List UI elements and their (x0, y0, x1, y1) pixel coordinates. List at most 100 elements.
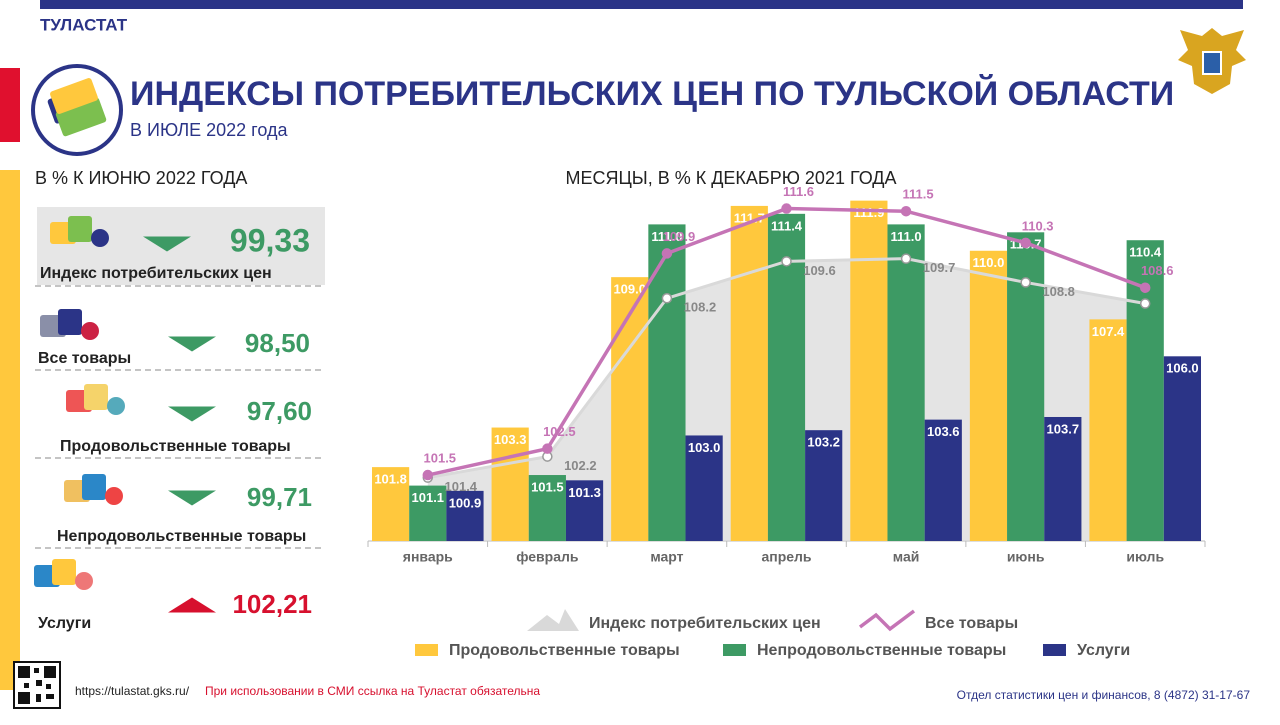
bar-value-label: 101.1 (412, 490, 445, 505)
qr-code (13, 661, 61, 709)
point-value-label: 109.7 (923, 260, 956, 275)
bar-value-label: 101.5 (531, 479, 564, 494)
bar (611, 277, 649, 541)
item-icon (58, 309, 82, 335)
legend-label: Непродовольственные товары (757, 642, 1006, 659)
bar (969, 250, 1008, 541)
chart-title: МЕСЯЦЫ, В % К ДЕКАБРЮ 2021 ГОДА (565, 168, 896, 188)
bar (805, 430, 843, 541)
point (422, 469, 434, 481)
bar-value-label: 109.0 (613, 282, 646, 297)
item-icon (107, 397, 125, 415)
item-value: 102,21 (232, 589, 312, 619)
point (900, 205, 912, 217)
item-label: Услуги (38, 615, 91, 632)
item-value: 99,33 (230, 222, 310, 258)
item-label: Все товары (38, 350, 131, 367)
bar (446, 490, 484, 541)
point (1139, 298, 1151, 309)
main-title: ИНДЕКСЫ ПОТРЕБИТЕЛЬСКИХ ЦЕН ПО ТУЛЬСКОЙ … (130, 74, 1174, 113)
point-value-label: 108.8 (1042, 284, 1075, 299)
bar (528, 475, 566, 541)
footer-notice: При использовании в СМИ ссылка на Туласт… (205, 684, 540, 698)
point-value-label: 108.2 (684, 300, 717, 315)
bar-value-label: 111.4 (771, 218, 803, 233)
subtitle: В ИЮЛЕ 2022 года (130, 120, 288, 140)
point-value-label: 102.2 (564, 458, 597, 473)
item-icon (75, 572, 93, 590)
point-value-label: 108.6 (1141, 263, 1174, 278)
x-tick-label: июль (1126, 549, 1164, 565)
point-value-label: 110.3 (1022, 218, 1054, 233)
top-bar (40, 0, 1243, 9)
item-value: 99,71 (247, 482, 312, 512)
item-icon (68, 216, 92, 242)
point-value-label: 102.5 (543, 424, 576, 439)
bar (565, 480, 604, 541)
bar (887, 224, 925, 541)
direction-arrow (168, 490, 216, 506)
bar (1089, 319, 1127, 541)
bar-value-label: 111.0 (891, 229, 922, 244)
point (781, 203, 792, 214)
footer-contact: Отдел статистики цен и финансов, 8 (4872… (957, 688, 1251, 702)
legend-label: Продовольственные товары (449, 642, 680, 659)
x-tick-label: март (650, 549, 683, 565)
point (900, 253, 912, 264)
legend-label: Все товары (925, 615, 1018, 632)
bar-value-label: 103.2 (807, 435, 840, 450)
legend-swatch (527, 609, 579, 631)
bar-value-label: 107.4 (1092, 324, 1125, 339)
bar (372, 467, 410, 541)
legend-swatch (723, 644, 746, 656)
item-label: Индекс потребительских цен (40, 265, 272, 282)
point (1139, 282, 1151, 293)
item-icon (105, 487, 123, 505)
item-value: 98,50 (245, 328, 310, 358)
yellow-accent (0, 170, 20, 690)
bar-value-label: 111.9 (853, 205, 884, 220)
point (661, 248, 673, 259)
legend-label: Услуги (1077, 642, 1130, 659)
bar (491, 427, 529, 541)
title-icon (31, 64, 123, 156)
x-tick-label: май (893, 549, 920, 565)
item-icon (82, 474, 106, 500)
bar-value-label: 101.8 (374, 472, 407, 487)
emblem (1178, 28, 1246, 94)
x-tick-label: апрель (761, 549, 811, 565)
direction-arrow (143, 236, 191, 252)
bar (850, 200, 888, 541)
item-icon (84, 384, 108, 410)
bar-value-label: 106.0 (1166, 361, 1199, 376)
item-icon (91, 229, 109, 247)
bar-value-label: 103.6 (927, 424, 960, 439)
bar-value-label: 101.3 (568, 485, 601, 500)
point (542, 443, 553, 454)
legend-swatch (1043, 644, 1066, 656)
point (1020, 277, 1031, 288)
point (781, 256, 792, 267)
bar (409, 485, 447, 541)
point-value-label: 111.5 (903, 187, 934, 202)
bar (648, 224, 686, 541)
item-label: Продовольственные товары (60, 438, 291, 455)
direction-arrow (168, 406, 216, 422)
x-tick-label: июнь (1007, 549, 1045, 565)
bar-value-label: 100.9 (449, 495, 482, 510)
red-accent (0, 68, 20, 142)
bar-value-label: 110.4 (1129, 245, 1162, 260)
item-icon (52, 559, 76, 585)
org-name: ТУЛАСТАТ (40, 15, 128, 34)
legend-swatch (415, 644, 438, 656)
bar (924, 419, 962, 541)
legend-label: Индекс потребительских цен (589, 615, 821, 632)
point (1020, 237, 1031, 249)
bar-value-label: 103.7 (1047, 421, 1080, 436)
bar-value-label: 111.0 (651, 229, 682, 244)
point-value-label: 101.5 (424, 450, 457, 465)
point-value-label: 109.9 (663, 229, 696, 244)
bar-value-label: 111.7 (734, 210, 765, 225)
direction-arrow (168, 336, 216, 352)
